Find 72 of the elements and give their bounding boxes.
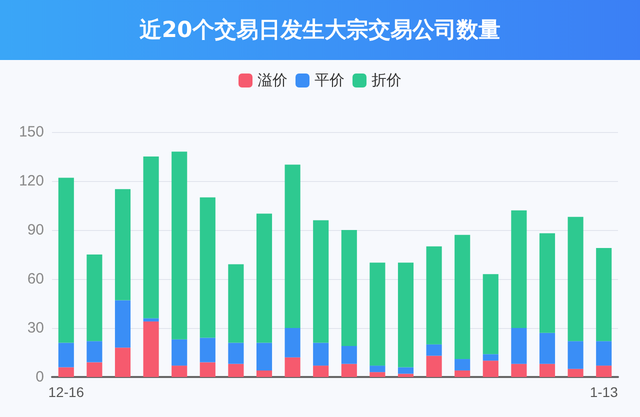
bar [143, 156, 159, 318]
bar [58, 178, 74, 343]
bar [200, 197, 216, 338]
y-tick-label: 90 [27, 222, 44, 238]
y-tick-label: 0 [36, 368, 44, 386]
bar [284, 164, 300, 328]
bar [172, 366, 188, 377]
y-tick-label: 150 [18, 124, 44, 140]
bar [313, 220, 329, 343]
bar [370, 366, 386, 372]
bar [454, 370, 470, 377]
bar [398, 262, 414, 368]
legend-label: 折价 [372, 72, 402, 89]
bar [284, 357, 300, 377]
bar [341, 230, 357, 346]
bar [596, 248, 612, 342]
bar [398, 367, 414, 374]
bar [596, 341, 612, 366]
bar [482, 274, 498, 354]
bar [426, 246, 442, 344]
bar [114, 300, 131, 348]
legend-label: 平价 [314, 72, 344, 89]
bar [86, 254, 102, 342]
bar [341, 346, 357, 364]
y-tick-label: 60 [27, 270, 44, 288]
bar [341, 364, 357, 377]
bar [58, 342, 74, 368]
bar [256, 370, 272, 377]
bar [200, 338, 216, 362]
bar [539, 364, 556, 377]
bar [313, 342, 329, 366]
bar [58, 367, 74, 377]
x-tick-label: 1-13 [590, 384, 618, 400]
bar [454, 359, 470, 370]
bar [284, 328, 300, 358]
bar [539, 332, 556, 364]
bar [172, 152, 188, 340]
y-tick-label: 120 [18, 172, 44, 190]
bar [482, 354, 498, 361]
bar [511, 210, 527, 328]
bar [482, 360, 498, 377]
bar [539, 233, 556, 333]
bar [511, 364, 527, 377]
bar [511, 328, 527, 364]
bar [256, 342, 272, 370]
bar [568, 341, 584, 369]
bar [200, 362, 216, 377]
bar [398, 374, 414, 377]
bar [114, 189, 131, 300]
bar [426, 356, 442, 377]
bar [172, 339, 188, 366]
bar [313, 366, 329, 377]
bar [568, 368, 584, 377]
bar [454, 234, 470, 360]
bar [426, 344, 442, 356]
bar [143, 321, 159, 377]
bar [568, 216, 584, 342]
bar [86, 362, 102, 377]
chart-title: 近20个交易日发生大宗交易公司数量 [0, 0, 640, 60]
legend-label: 溢价 [258, 72, 288, 89]
bar [143, 318, 159, 322]
bar [596, 366, 612, 377]
y-tick-label: 30 [27, 320, 44, 336]
bar [86, 341, 102, 362]
bar [228, 342, 244, 364]
bar [114, 348, 131, 377]
bar [370, 372, 386, 377]
bar [228, 364, 244, 377]
x-tick-label: 12-16 [48, 384, 84, 400]
bar [370, 262, 386, 366]
bar [256, 214, 272, 343]
bar [228, 264, 244, 343]
